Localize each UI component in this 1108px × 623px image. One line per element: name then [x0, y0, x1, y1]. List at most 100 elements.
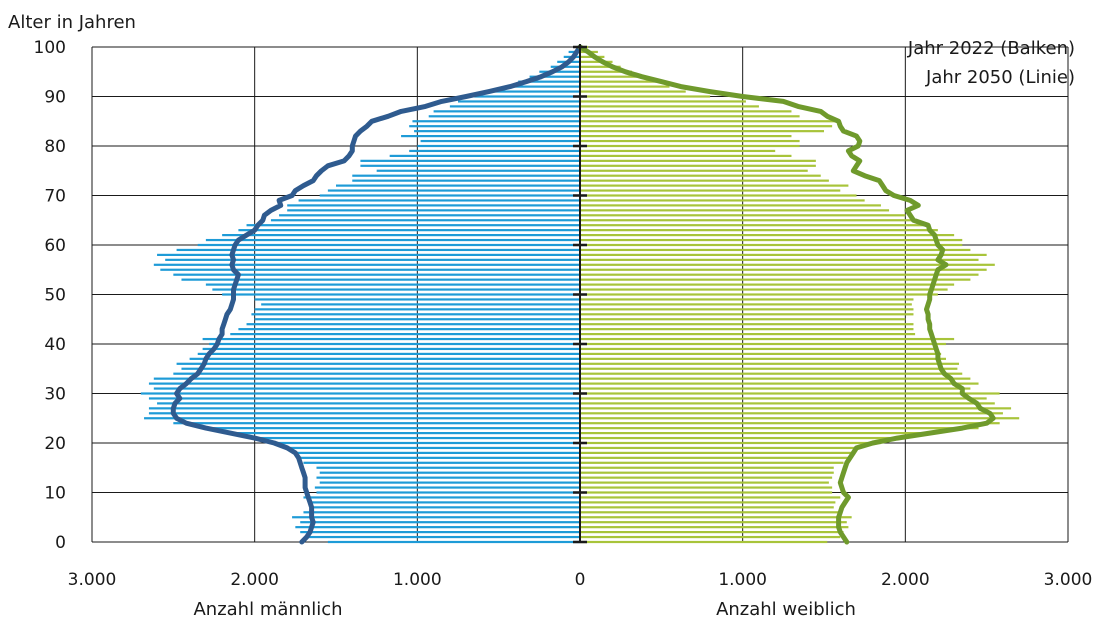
female-bar — [580, 164, 816, 167]
male-bar — [202, 347, 580, 351]
male-bar — [352, 179, 580, 182]
female-bar — [580, 461, 844, 464]
female-bar — [580, 219, 914, 222]
male-bar — [173, 273, 581, 276]
female-bar — [580, 535, 841, 539]
x-tick-label: 3.000 — [1044, 570, 1093, 590]
female-bar — [580, 387, 971, 390]
male-bar — [222, 293, 580, 296]
male-bar — [144, 417, 580, 420]
female-bar — [580, 229, 938, 232]
female-bar — [580, 308, 914, 311]
female-bar — [580, 357, 946, 360]
female-bar — [580, 466, 834, 469]
female-bar — [580, 263, 995, 266]
male-bar — [176, 362, 580, 365]
female-bar — [580, 60, 613, 63]
male-bar — [160, 268, 580, 271]
female-bar — [580, 65, 621, 68]
female-bar — [580, 154, 792, 157]
male-bar — [257, 436, 580, 440]
female-bar — [580, 149, 776, 153]
female-bar — [580, 120, 841, 123]
female-bar — [580, 516, 852, 519]
male-bar — [376, 169, 580, 172]
female-bar — [580, 451, 854, 454]
female-bar — [580, 258, 979, 261]
male-bar — [300, 521, 580, 524]
male-bar — [319, 481, 580, 484]
x-tick-label: 0 — [575, 570, 586, 590]
y-tick-label: 80 — [44, 137, 66, 157]
male-bar — [518, 80, 580, 83]
male-bar — [319, 471, 580, 474]
female-bar — [580, 318, 906, 321]
female-bar — [580, 75, 646, 78]
male-bar — [336, 184, 580, 187]
male-bar — [205, 283, 580, 286]
female-bar — [580, 194, 857, 197]
male-bar — [153, 263, 580, 266]
female-bar — [580, 238, 963, 242]
female-bars-2022 — [580, 45, 1020, 544]
female-bar — [580, 248, 971, 252]
y-tick-label: 60 — [44, 236, 66, 256]
y-tick-labels: 0 10 20 30 40 50 60 70 80 90 100 — [34, 38, 66, 553]
male-bar — [360, 164, 580, 167]
male-bar — [165, 258, 580, 261]
female-bar — [580, 491, 833, 494]
male-bar — [412, 120, 580, 123]
male-bar — [212, 288, 580, 291]
y-tick-label: 30 — [44, 385, 66, 405]
female-bar — [580, 441, 881, 445]
female-line-2050 — [577, 44, 996, 545]
x-tick-label: 1.000 — [393, 570, 442, 590]
y-tick-label: 40 — [44, 335, 66, 355]
female-bar — [580, 313, 914, 316]
female-bar — [580, 377, 971, 380]
legend-bars: Jahr 2022 (Balken) — [907, 38, 1075, 59]
male-bar — [181, 367, 580, 370]
female-bar — [580, 288, 948, 291]
female-bar — [580, 540, 828, 544]
female-bar — [580, 397, 987, 400]
male-bar — [303, 511, 580, 514]
y-tick-label: 10 — [44, 484, 66, 504]
male-bar — [254, 318, 580, 321]
male-bar — [401, 135, 580, 138]
male-bar — [254, 298, 580, 301]
female-bar — [580, 204, 881, 207]
female-bar — [580, 342, 946, 346]
male-bar — [157, 253, 581, 256]
female-bar — [580, 436, 906, 440]
female-bar — [580, 456, 849, 459]
female-bar — [580, 417, 1020, 420]
female-bar — [580, 402, 995, 405]
female-bar — [580, 427, 979, 430]
male-bar — [490, 90, 580, 93]
male-bar — [308, 501, 580, 504]
y-tick-label: 90 — [44, 88, 66, 108]
female-bar — [580, 293, 938, 296]
female-bar — [580, 501, 836, 504]
y-tick-label: 0 — [55, 533, 66, 553]
female-bar — [580, 521, 847, 524]
female-bar — [580, 214, 906, 217]
male-bar — [316, 491, 580, 494]
female-bar — [580, 278, 971, 281]
female-bar — [580, 481, 829, 484]
male-bar — [238, 328, 580, 331]
female-bar — [580, 412, 1003, 415]
female-bar — [580, 125, 833, 128]
female-bar — [580, 496, 841, 499]
male-bar — [449, 105, 580, 108]
male-bar — [287, 446, 580, 450]
x-axis-title-male: Anzahl männlich — [193, 599, 342, 620]
legend-line: Jahr 2050 (Linie) — [925, 67, 1075, 88]
male-bar — [140, 392, 581, 395]
male-bar — [197, 352, 580, 355]
male-bar — [414, 130, 580, 133]
male-bar — [529, 75, 580, 78]
female-bar — [580, 476, 833, 479]
female-bar — [580, 179, 829, 182]
